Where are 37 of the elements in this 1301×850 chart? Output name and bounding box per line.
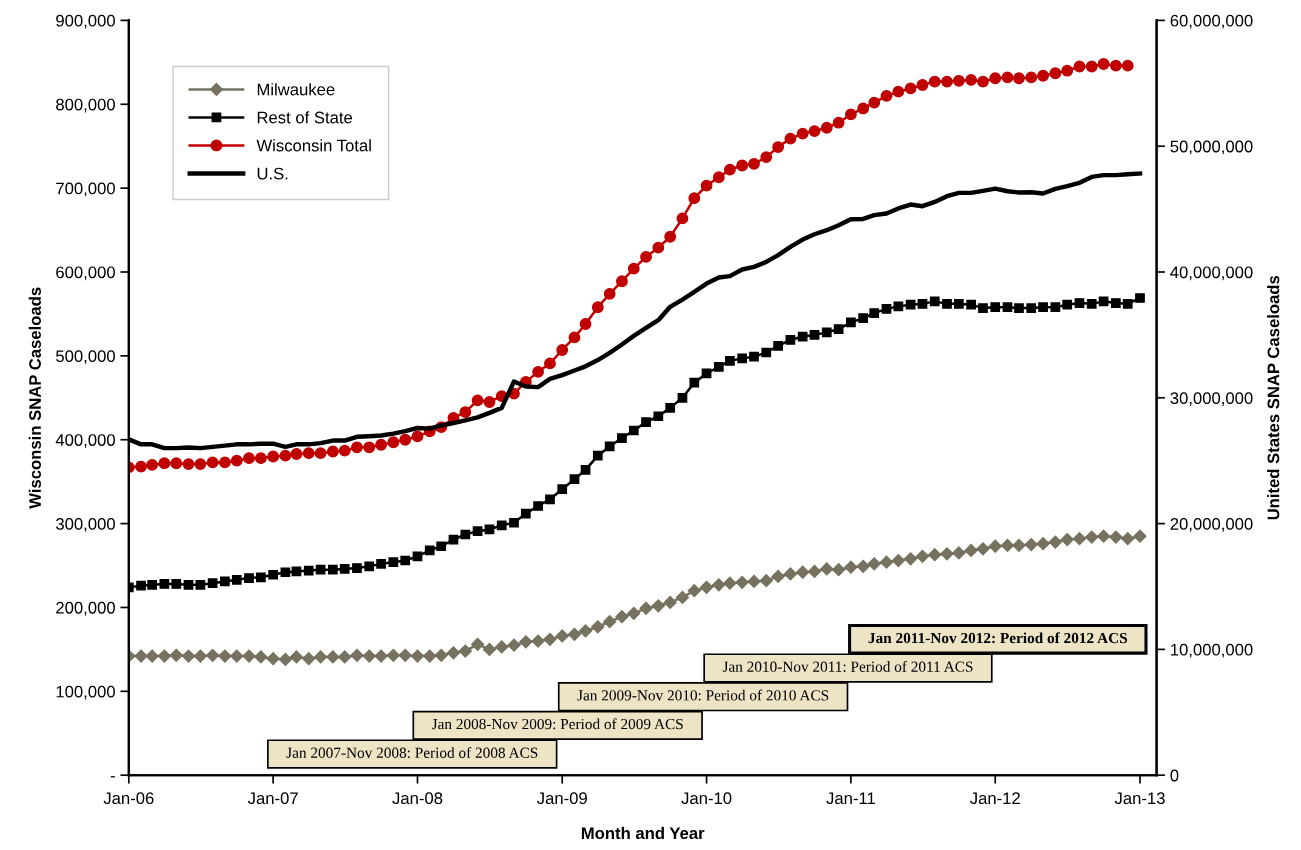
annotation: Jan 2008-Nov 2009: Period of 2009 ACS — [431, 718, 683, 730]
annotation: Jan 2011-Nov 2012: Period of 2012 ACS — [868, 632, 1128, 644]
y-tick-label: 800,000 — [56, 98, 115, 113]
y-tick-label: 200,000 — [56, 601, 115, 616]
y2-tick-label: 40,000,000 — [1170, 266, 1253, 281]
y2-tick-label: 30,000,000 — [1170, 392, 1253, 406]
x-tick-label: Jan-07 — [247, 792, 298, 805]
y2-tick-label: 60,000,000 — [1170, 14, 1253, 29]
legend-label: Rest of State — [257, 111, 353, 124]
x-tick-label: Jan-10 — [681, 792, 732, 805]
x-tick-label: Jan-08 — [392, 792, 443, 805]
y-tick-label: 300,000 — [56, 518, 115, 532]
y-tick-label: 600,000 — [56, 266, 115, 281]
y2-axis-title: United States SNAP Caseloads — [1267, 275, 1280, 520]
y-tick-label: - — [110, 776, 115, 778]
annotation: Jan 2007-Nov 2008: Period of 2008 ACS — [286, 746, 538, 758]
x-axis-title: Month and Year — [581, 826, 705, 840]
legend-label: Milwaukee — [257, 83, 335, 96]
y-tick-label: 500,000 — [56, 350, 115, 365]
y2-tick-label: 20,000,000 — [1170, 518, 1253, 532]
y-tick-label: 100,000 — [56, 685, 115, 700]
x-tick-label: Jan-06 — [103, 792, 154, 805]
y-tick-label: 700,000 — [56, 182, 115, 197]
x-tick-label: Jan-09 — [537, 792, 587, 805]
annotation: Jan 2009-Nov 2010: Period of 2010 ACS — [577, 689, 829, 701]
annotation: Jan 2010-Nov 2011: Period of 2011 ACS — [722, 660, 973, 672]
x-tick-label: Jan-13 — [1114, 792, 1165, 805]
legend-label: Wisconsin Total — [256, 139, 371, 152]
y-tick-label: 900,000 — [56, 14, 115, 29]
x-tick-label: Jan-11 — [826, 792, 875, 805]
y2-tick-label: 10,000,000 — [1171, 643, 1253, 658]
x-tick-label: Jan-12 — [970, 792, 1020, 805]
legend-label: U.S. — [257, 167, 288, 180]
y-axis-title: Wisconsin SNAP Caseloads — [28, 287, 41, 509]
y2-tick-label: 50,000,000 — [1170, 140, 1253, 155]
y-tick-label: 400,000 — [55, 434, 115, 448]
y2-tick-label: 0 — [1170, 769, 1179, 782]
